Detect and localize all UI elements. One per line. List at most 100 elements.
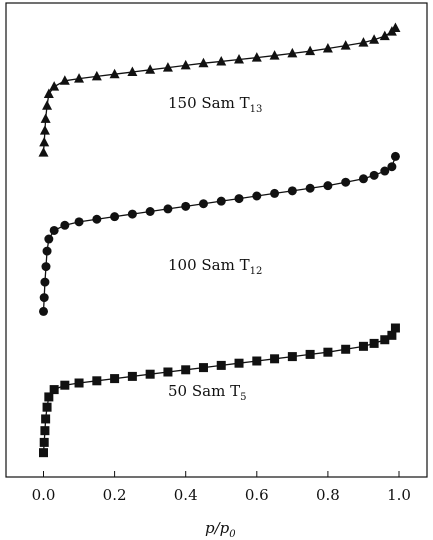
data-point (39, 136, 50, 147)
data-point (305, 349, 315, 359)
data-point (270, 354, 280, 364)
data-point (41, 262, 51, 272)
data-point (252, 356, 262, 366)
data-point (369, 34, 380, 44)
data-point (40, 277, 50, 287)
data-point (358, 174, 368, 184)
data-point (49, 81, 60, 91)
data-point (216, 55, 227, 66)
data-point (163, 204, 173, 214)
data-point (91, 70, 102, 81)
data-point (92, 214, 102, 224)
data-point (379, 30, 390, 41)
data-point (216, 360, 226, 370)
series-label-50: 50 Sam T5 (168, 382, 246, 403)
data-point (60, 380, 70, 390)
data-point (40, 113, 51, 123)
data-point (145, 64, 156, 74)
data-point (380, 166, 390, 176)
series-layer (38, 22, 401, 458)
data-point (198, 57, 209, 68)
x-tick-label: 0.8 (316, 486, 340, 504)
data-point (287, 47, 298, 58)
data-point (74, 378, 84, 388)
data-point (181, 365, 191, 375)
data-point (163, 367, 173, 377)
x-axis-ticks: 0.0 0.2 0.4 0.6 0.8 1.0 (32, 471, 411, 504)
data-point (198, 363, 208, 373)
data-point (305, 45, 316, 56)
data-point (38, 147, 49, 157)
data-point (43, 88, 54, 98)
data-point (39, 306, 48, 316)
data-point (145, 369, 155, 379)
data-point (110, 212, 120, 222)
data-point (358, 37, 369, 47)
data-point (387, 162, 397, 172)
series-1 (39, 151, 400, 316)
data-point (44, 234, 54, 244)
data-point (42, 246, 52, 256)
data-point (369, 338, 379, 348)
data-point (287, 352, 297, 362)
data-point (109, 68, 120, 79)
data-point (323, 181, 333, 191)
data-point (39, 125, 50, 135)
series-label-150-sub: 13 (250, 104, 263, 115)
data-point (181, 201, 191, 211)
data-point (251, 52, 262, 62)
data-point (74, 73, 85, 83)
x-tick-label: 0.0 (32, 486, 56, 504)
data-point (40, 426, 50, 436)
data-point (127, 371, 137, 381)
series-label-50-sub: 5 (240, 392, 246, 403)
data-point (234, 358, 244, 368)
data-point (305, 183, 315, 193)
data-point (287, 186, 297, 196)
data-point (92, 376, 102, 386)
data-point (341, 177, 351, 187)
data-point (340, 40, 351, 50)
data-point (145, 207, 155, 216)
data-point (59, 75, 70, 85)
x-tick-label: 0.4 (174, 486, 198, 504)
series-label-100: 100 Sam T12 (168, 256, 262, 277)
data-point (387, 330, 397, 340)
series-label-150: 150 Sam T13 (168, 94, 262, 115)
data-point (269, 50, 280, 60)
data-point (234, 194, 244, 204)
data-point (323, 347, 333, 357)
x-tick-label: 0.2 (103, 486, 127, 504)
data-point (216, 196, 226, 206)
data-point (39, 448, 48, 458)
data-point (358, 341, 368, 351)
plot-frame (5, 2, 428, 478)
data-point (110, 374, 120, 384)
data-point (380, 335, 390, 345)
data-point (341, 344, 351, 354)
data-point (322, 43, 333, 53)
data-point (49, 385, 59, 395)
data-point (127, 209, 137, 219)
data-point (74, 217, 84, 227)
data-point (42, 100, 53, 110)
data-point (369, 170, 379, 180)
data-point (180, 59, 191, 70)
data-point (162, 62, 173, 72)
data-point (390, 323, 400, 333)
series-label-100-sub: 12 (250, 266, 263, 277)
data-point (127, 66, 138, 76)
series-0 (38, 22, 401, 157)
data-point (42, 402, 52, 412)
data-point (39, 437, 49, 447)
data-point (270, 188, 280, 198)
data-point (390, 151, 400, 161)
data-point (198, 199, 208, 209)
data-point (60, 220, 70, 230)
x-axis-label: p/p0 (205, 519, 236, 540)
data-point (390, 22, 401, 32)
x-axis-label-sub: 0 (229, 529, 236, 540)
x-tick-label: 0.6 (245, 486, 269, 504)
series-2 (39, 323, 400, 458)
